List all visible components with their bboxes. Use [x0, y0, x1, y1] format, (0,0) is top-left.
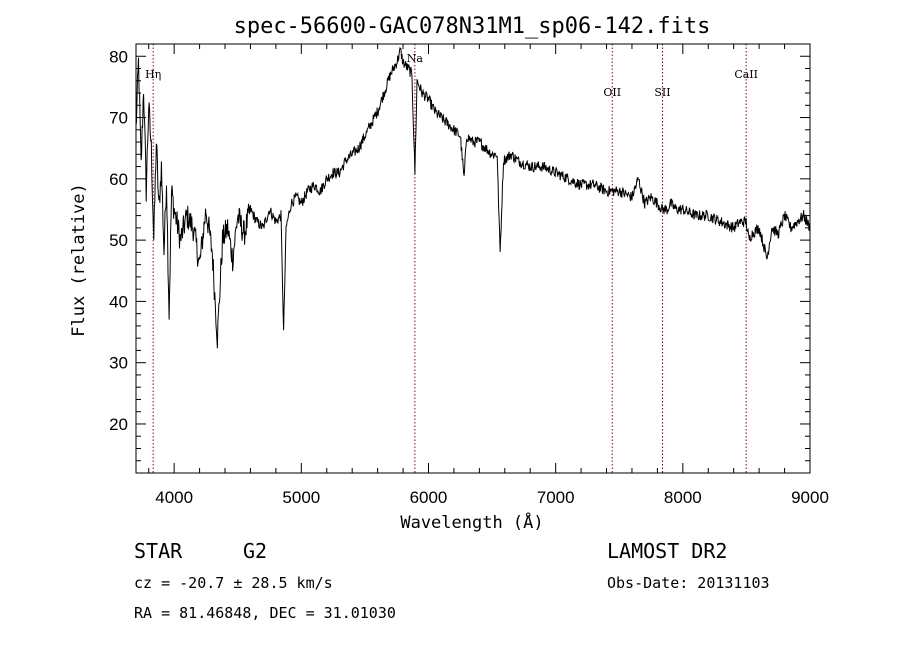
survey-label: LAMOST DR2 — [607, 539, 728, 563]
x-axis-label: Wavelength (Å) — [400, 511, 543, 533]
y-axis-label: Flux (relative) — [69, 183, 89, 337]
coords-label: RA = 81.46848, DEC = 31.01030 — [134, 604, 396, 622]
spectral-line-label: CaII — [734, 68, 758, 81]
obs-date-label: Obs-Date: 20131103 — [607, 574, 770, 592]
x-tick-label: 8000 — [664, 488, 702, 507]
y-tick-label: 80 — [109, 47, 128, 66]
plot-frame — [135, 43, 811, 474]
spectral-line-label: SII — [654, 86, 670, 99]
x-tick-label: 9000 — [791, 488, 829, 507]
x-tick-label: 4000 — [155, 488, 193, 507]
spectral-line-label: Na — [407, 52, 424, 65]
y-tick-label: 70 — [109, 109, 128, 128]
spectrum-series-line — [135, 46, 811, 349]
y-tick-label: 50 — [109, 231, 128, 250]
y-tick-label: 60 — [109, 170, 128, 189]
x-tick-label: 6000 — [410, 488, 448, 507]
spectral-line-markers: Hη Na OII SII CaII — [145, 44, 758, 473]
y-tick-label: 20 — [109, 415, 128, 434]
spectral-line-label: OII — [603, 86, 621, 99]
chart-title: spec-56600-GAC078N31M1_sp06-142.fits — [234, 14, 711, 39]
redshift-label: cz = -20.7 ± 28.5 km/s — [134, 574, 333, 592]
x-tick-label: 7000 — [537, 488, 575, 507]
y-tick-label: 30 — [109, 354, 128, 373]
x-tick-label: 5000 — [282, 488, 320, 507]
axis-ticks: 4000 5000 6000 7000 8000 9000 20 30 40 50 60 70 80 — [109, 43, 829, 507]
y-tick-label: 40 — [109, 292, 128, 311]
subclass-label: G2 — [243, 539, 268, 563]
spectral-line-label: Hη — [145, 68, 161, 81]
object-class-label: STAR — [134, 539, 183, 563]
